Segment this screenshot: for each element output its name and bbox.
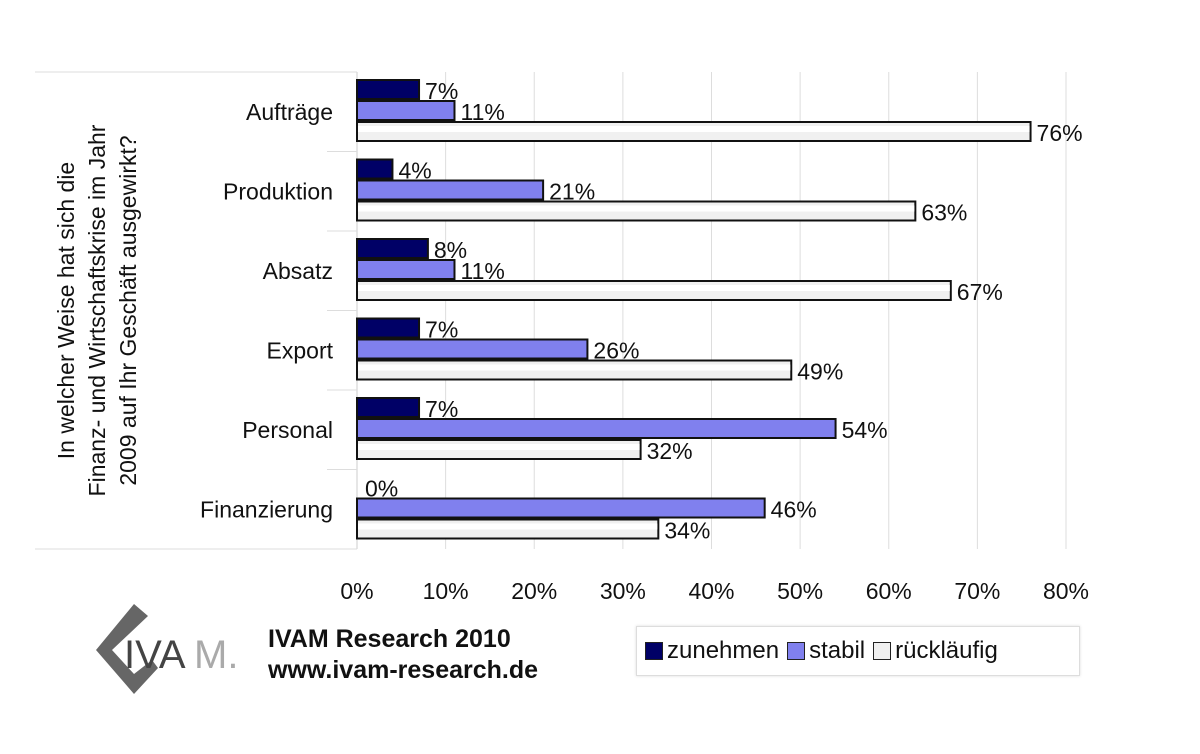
category-label: Produktion [223,178,333,204]
category-label: Personal [242,417,333,443]
data-label: 63% [921,200,967,226]
data-label: 4% [398,158,431,184]
category-label: Aufträge [246,99,333,125]
data-label: 32% [647,438,693,464]
x-tick-label: 10% [423,578,469,604]
bar-stabil [356,100,456,121]
data-label: 49% [797,359,843,385]
x-tick-label: 70% [954,578,1000,604]
source-line1: IVAM Research 2010 [268,625,511,653]
ivam-logo: IVA M. [96,604,238,694]
data-label: 11% [460,99,504,125]
data-label: 34% [664,518,710,544]
bar-zunehmen [356,317,421,339]
data-label: 0% [365,476,398,502]
x-tick-label: 40% [688,578,734,604]
x-tick-label: 80% [1043,578,1089,604]
x-tick-label: 30% [600,578,646,604]
data-label: 8% [434,237,467,263]
legend-label: stabil [809,637,866,664]
legend: zunehmen stabil rückläufig [636,626,1080,676]
data-label: 7% [425,396,458,422]
category-label: Export [267,337,334,363]
x-tick-label: 0% [340,578,373,604]
bar-zunehmen [356,79,421,100]
category-label: Finanzierung [200,496,333,522]
legend-label: zunehmen [667,637,780,664]
y-axis-label-line: 2009 auf Ihr Geschäft ausgewirkt? [115,135,141,485]
legend-swatch [645,642,663,660]
bar-zunehmen [356,397,421,418]
x-tick-label: 50% [777,578,823,604]
legend-swatch [787,642,806,660]
bar-highlight [358,523,658,530]
bar-stabil [356,338,589,360]
legend-item-zunehmen: zunehmen [645,637,779,665]
y-axis-label-line: In welcher Weise hat sich die [53,162,79,459]
data-label: 67% [957,279,1003,305]
data-label: 7% [425,317,458,343]
bar-highlight [358,364,791,371]
y-axis-label: In welcher Weise hat sich die Finanz- und… [53,124,141,496]
bar-highlight [358,205,915,212]
bar-zunehmen [356,158,394,180]
source-url: www.ivam-research.de [268,656,539,684]
data-label: 46% [771,497,817,523]
y-axis-label-line: Finanz- und Wirtschaftskrise im Jahr [84,124,110,496]
svg-text:IVA: IVA [124,633,186,677]
data-label: 11% [460,258,504,284]
category-label: Absatz [263,258,333,284]
bar-stabil [356,259,456,280]
legend-item-ruecklaeufig: rückläufig [873,637,998,665]
bar-highlight [358,444,640,450]
legend-swatch [873,642,892,660]
bar-stabil [356,179,545,201]
data-label: 21% [549,179,595,205]
bar-zunehmen [356,238,429,259]
data-label: 54% [842,417,888,443]
bar-highlight [358,285,950,291]
bar-stabil [356,418,837,439]
x-tick-label: 20% [511,578,557,604]
legend-label: rückläufig [895,637,998,664]
source-credit: IVAM Research 2010 www.ivam-research.de [268,624,538,686]
bar-stabil [356,497,766,519]
data-label: 76% [1037,120,1083,146]
svg-text:M.: M. [194,633,238,677]
data-label: 26% [593,338,639,364]
bar-chart: 0% 10% 20% 30% 40% 50% 60% 70% 80%Aufträge7%11%7… [35,71,1089,604]
legend-item-stabil: stabil [787,637,865,665]
bar-highlight [358,126,1030,132]
x-tick-label: 60% [866,578,912,604]
data-label: 7% [425,78,458,104]
